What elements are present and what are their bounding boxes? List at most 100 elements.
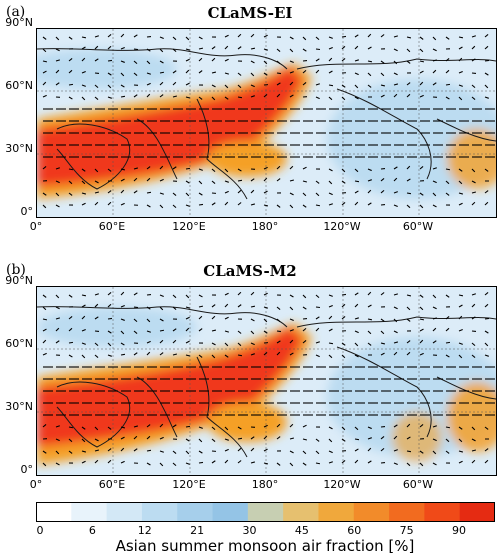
- lon-tick: 60°E: [98, 220, 126, 233]
- wind-arrow: [120, 330, 125, 335]
- wind-arrow: [42, 424, 47, 428]
- wind-arrow: [107, 201, 112, 206]
- wind-arrow: [146, 191, 152, 194]
- wind-arrow: [120, 168, 126, 171]
- colorbar-swatch: [459, 502, 495, 522]
- wind-arrow: [198, 461, 204, 464]
- wind-arrow: [172, 294, 177, 299]
- wind-arrow: [81, 192, 87, 195]
- wind-arrow: [211, 329, 217, 332]
- wind-arrow: [354, 317, 359, 320]
- wind-arrow: [94, 45, 99, 50]
- wind-arrow: [315, 354, 320, 358]
- wind-arrow: [445, 294, 450, 298]
- colorbar-swatch: [141, 502, 178, 522]
- wind-arrow: [237, 354, 243, 357]
- wind-arrow: [367, 33, 372, 38]
- wind-arrow: [354, 190, 359, 194]
- wind-arrow: [42, 192, 47, 196]
- wind-arrow: [484, 190, 489, 194]
- colorbar: [36, 502, 495, 522]
- wind-arrow: [133, 48, 139, 51]
- wind-arrow: [42, 36, 47, 40]
- wind-arrow: [445, 316, 450, 320]
- colorbar-tick-label: 6: [88, 524, 96, 537]
- wind-arrow: [341, 45, 346, 50]
- wind-arrow: [159, 436, 164, 440]
- wind-arrow: [133, 94, 138, 98]
- wind-arrow: [185, 167, 191, 170]
- wind-arrow: [159, 204, 164, 209]
- wind-arrow: [159, 36, 164, 40]
- wind-arrow: [419, 48, 424, 53]
- wind-arrow: [146, 351, 151, 356]
- wind-arrow: [419, 352, 424, 356]
- wind-arrow: [406, 36, 412, 39]
- wind-arrow: [81, 46, 86, 50]
- wind-arrow: [224, 34, 229, 38]
- wind-arrow: [68, 83, 74, 86]
- wind-arrow: [120, 305, 125, 308]
- wind-arrow: [198, 70, 203, 74]
- wind-arrow: [315, 341, 320, 344]
- wind-arrow: [55, 425, 60, 428]
- wind-arrow: [159, 339, 164, 344]
- wind-arrow: [55, 294, 60, 299]
- wind-arrow: [484, 45, 489, 50]
- gridlines: [37, 29, 496, 217]
- wind-arrow: [393, 83, 399, 86]
- wind-arrow: [185, 204, 190, 207]
- wind-arrow: [354, 168, 359, 173]
- wind-arrow: [471, 293, 476, 296]
- wind-arrow: [146, 82, 151, 86]
- wind-arrow: [172, 339, 177, 344]
- wind-arrow: [159, 318, 164, 322]
- wind-arrow: [354, 354, 359, 358]
- wind-arrow: [419, 94, 424, 98]
- wind-arrow: [94, 168, 99, 173]
- wind-arrow: [458, 202, 463, 206]
- wind-arrow: [432, 462, 437, 466]
- wind-arrow: [250, 436, 255, 440]
- wind-arrow: [146, 330, 151, 333]
- wind-arrow: [120, 426, 126, 429]
- wind-arrow: [185, 48, 190, 51]
- wind-arrow: [211, 315, 216, 320]
- wind-arrow: [133, 292, 138, 296]
- wind-arrow: [315, 36, 320, 41]
- wind-arrow: [172, 462, 177, 467]
- wind-arrow: [484, 72, 489, 76]
- wind-arrow: [341, 84, 346, 88]
- wind-arrow: [302, 327, 307, 332]
- wind-arrow: [419, 36, 424, 40]
- wind-arrow: [367, 179, 372, 182]
- panel-label: (a): [6, 4, 26, 20]
- wind-arrow: [146, 60, 151, 65]
- wind-arrow: [471, 45, 476, 50]
- wind-arrow: [55, 306, 60, 310]
- wind-arrow: [120, 189, 125, 194]
- wind-arrow: [432, 294, 437, 299]
- colorbar-swatch: [389, 502, 425, 522]
- wind-arrow: [198, 47, 204, 50]
- wind-arrow: [419, 81, 424, 86]
- wind-arrow: [211, 354, 216, 359]
- wind-arrow: [211, 84, 216, 88]
- wind-arrow: [341, 168, 346, 173]
- wind-arrow: [367, 447, 372, 452]
- wind-arrow: [133, 177, 138, 182]
- wind-arrow: [42, 204, 47, 209]
- wind-arrow: [432, 425, 437, 428]
- wind-arrow: [315, 180, 320, 184]
- wind-arrow: [250, 84, 255, 88]
- wind-arrow: [42, 70, 47, 74]
- wind-arrow: [432, 167, 437, 170]
- wind-arrow: [289, 81, 294, 86]
- lon-tick: 120°E: [172, 478, 206, 491]
- wind-arrow: [289, 94, 294, 98]
- wind-arrow: [302, 166, 307, 170]
- wind-arrow: [302, 450, 307, 455]
- wind-arrow: [107, 317, 113, 320]
- wind-arrow: [263, 448, 268, 452]
- wind-arrow: [185, 425, 191, 428]
